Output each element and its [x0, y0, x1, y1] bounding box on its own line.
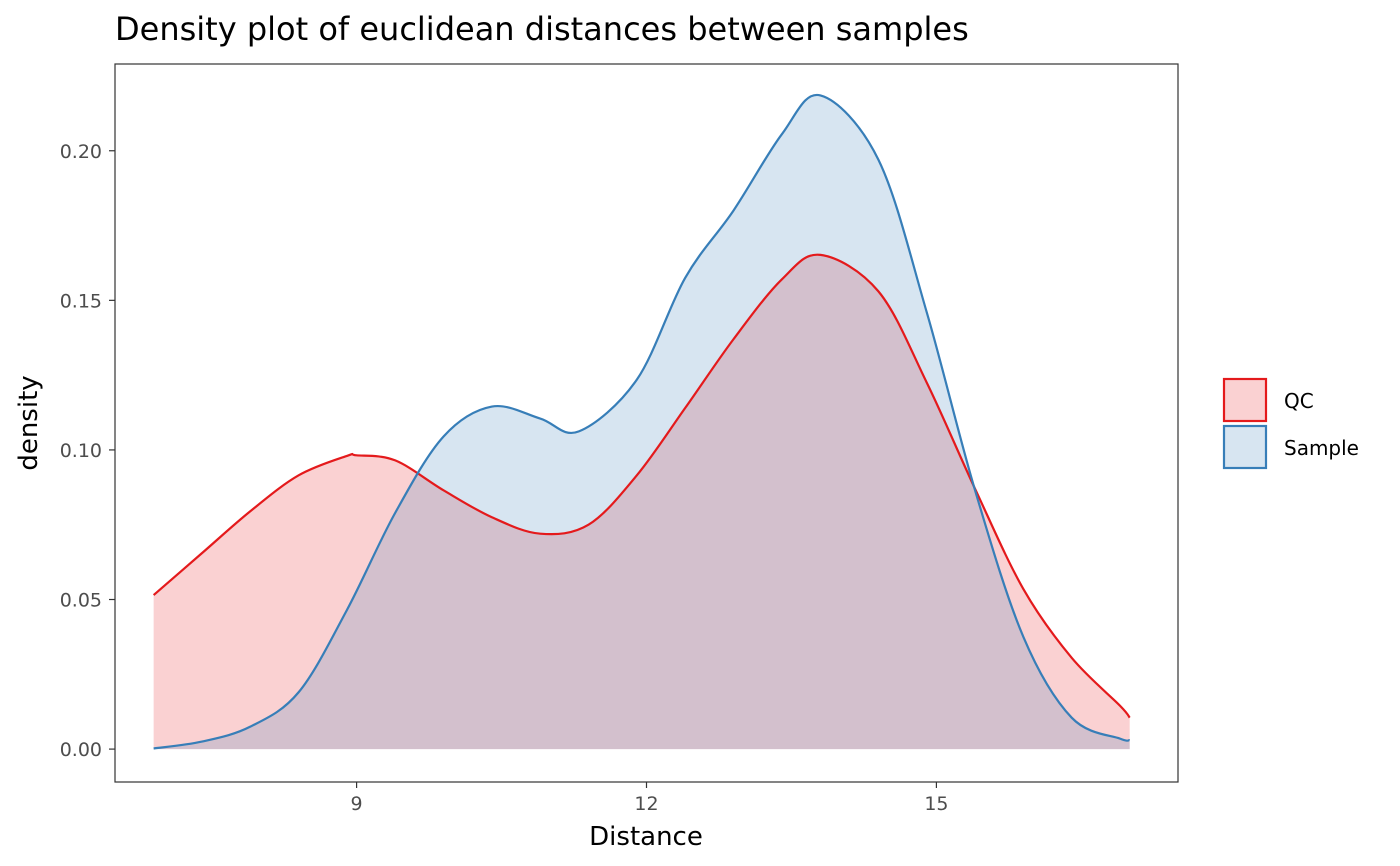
legend-key-sample — [1222, 424, 1268, 470]
y-tick-label: 0.00 — [60, 739, 102, 761]
x-tick-label: 9 — [351, 793, 363, 815]
y-tick-label: 0.20 — [60, 141, 102, 163]
y-tick-label: 0.10 — [60, 440, 102, 462]
density-area-qc — [153, 254, 1130, 750]
legend-key-qc — [1222, 377, 1268, 423]
density-area-sample — [153, 94, 1130, 750]
legend-key-background — [1224, 379, 1266, 421]
plot-panel — [114, 63, 1179, 783]
legend: QC Sample — [1222, 377, 1359, 470]
x-tick-label: 15 — [924, 793, 948, 815]
legend-key-background — [1224, 426, 1266, 468]
density-line-qc — [152, 253, 1131, 719]
y-tick-label: 0.05 — [60, 590, 102, 612]
legend-label-qc: QC — [1284, 389, 1314, 413]
x-axis-title: Distance — [589, 822, 703, 852]
y-axis-title: density — [14, 375, 44, 470]
density-line-sample — [153, 93, 1130, 750]
x-tick-label: 12 — [634, 793, 658, 815]
y-axis: 0.00 0.05 0.10 0.15 0.20 — [60, 141, 115, 761]
chart-title: Density plot of euclidean distances betw… — [115, 10, 969, 48]
legend-label-sample: Sample — [1284, 436, 1359, 460]
plot-background — [115, 64, 1178, 782]
y-tick-label: 0.15 — [60, 290, 102, 312]
x-axis: 9 12 15 — [351, 782, 949, 815]
